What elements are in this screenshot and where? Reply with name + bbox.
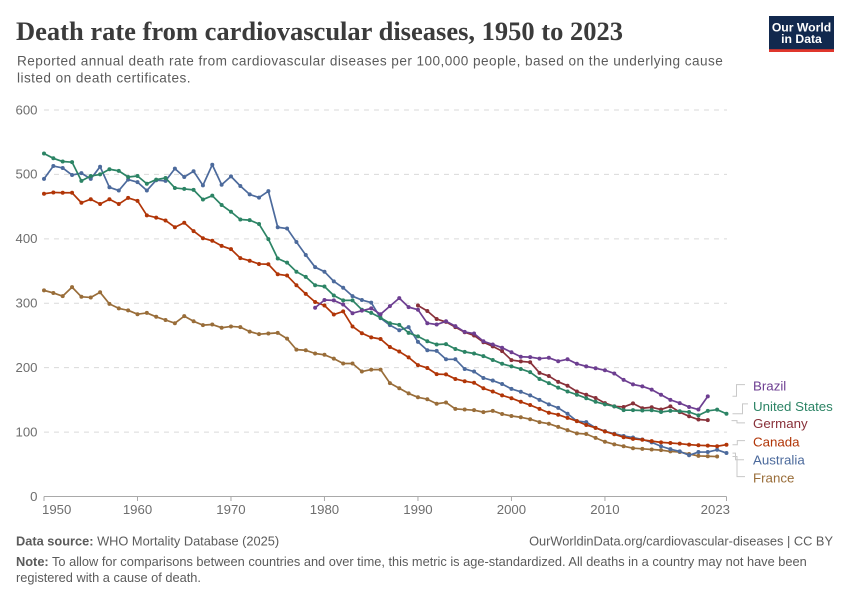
- svg-text:Our World: Our World: [772, 21, 831, 35]
- svg-text:1950: 1950: [42, 502, 71, 517]
- svg-text:200: 200: [15, 360, 37, 375]
- svg-text:2010: 2010: [590, 502, 619, 517]
- svg-text:Reported annual death rate fro: Reported annual death rate from cardiova…: [17, 54, 723, 69]
- svg-text:Australia: Australia: [753, 452, 805, 467]
- svg-text:1990: 1990: [403, 502, 432, 517]
- svg-text:600: 600: [15, 102, 37, 117]
- svg-text:1980: 1980: [310, 502, 339, 517]
- svg-text:Note: To allow for comparisons: Note: To allow for comparisons between c…: [16, 554, 807, 569]
- svg-text:registered with a cause of dea: registered with a cause of death.: [16, 570, 201, 585]
- svg-text:United States: United States: [753, 399, 833, 414]
- svg-text:OurWorldinData.org/cardiovascu: OurWorldinData.org/cardiovascular-diseas…: [529, 534, 833, 549]
- svg-text:in Data: in Data: [781, 32, 822, 46]
- svg-text:Data source: WHO Mortality Dat: Data source: WHO Mortality Database (202…: [16, 534, 279, 549]
- svg-text:500: 500: [15, 167, 37, 182]
- svg-text:2000: 2000: [497, 502, 526, 517]
- svg-text:Germany: Germany: [753, 416, 808, 431]
- svg-text:Brazil: Brazil: [753, 378, 786, 393]
- svg-text:listed on death certificates.: listed on death certificates.: [17, 70, 191, 85]
- svg-text:Death rate from cardiovascular: Death rate from cardiovascular diseases,…: [16, 16, 623, 46]
- svg-text:300: 300: [15, 296, 37, 311]
- svg-text:France: France: [753, 470, 794, 485]
- svg-text:Canada: Canada: [753, 435, 800, 450]
- svg-text:400: 400: [15, 231, 37, 246]
- svg-text:1970: 1970: [216, 502, 245, 517]
- svg-text:100: 100: [15, 424, 37, 439]
- svg-text:0: 0: [30, 489, 37, 504]
- svg-text:1960: 1960: [123, 502, 152, 517]
- svg-text:2023: 2023: [701, 502, 730, 517]
